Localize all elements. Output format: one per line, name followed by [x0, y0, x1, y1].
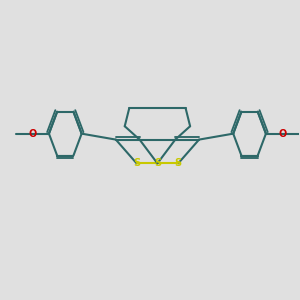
Text: S: S: [133, 158, 140, 168]
Text: O: O: [28, 129, 37, 139]
Text: O: O: [278, 129, 286, 139]
Text: S: S: [154, 158, 161, 168]
Text: S: S: [175, 158, 182, 168]
